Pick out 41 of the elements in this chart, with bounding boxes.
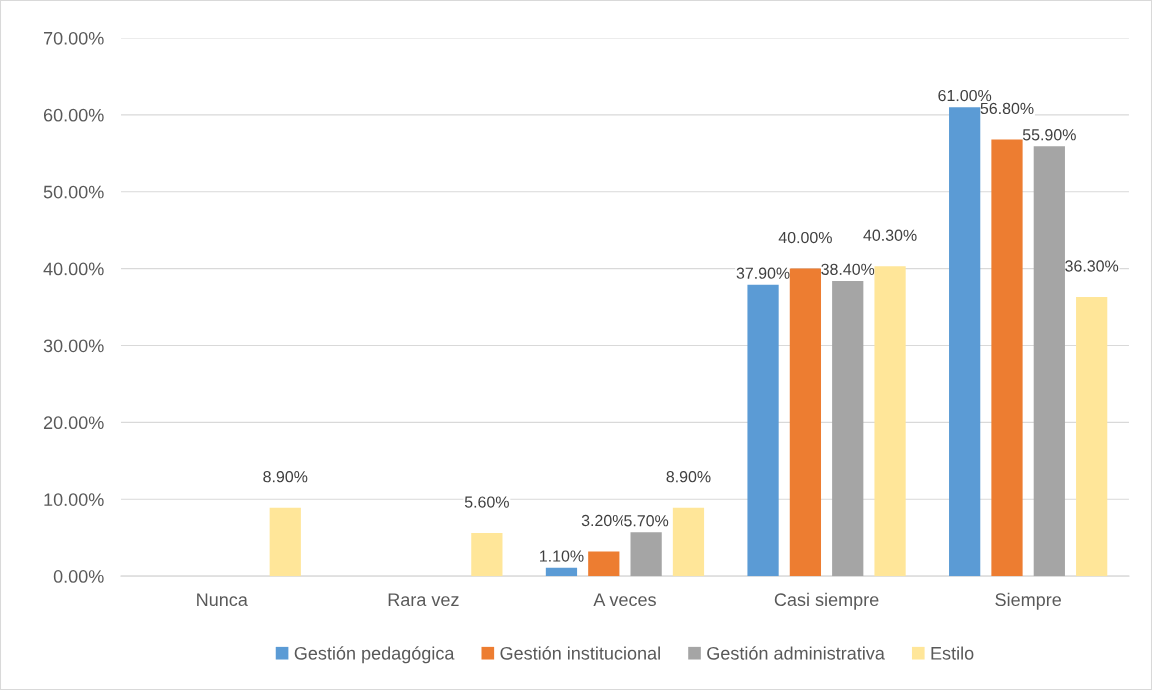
x-tick-label: A veces (593, 593, 656, 607)
bar (269, 507, 301, 577)
data-label: 61.00% (938, 89, 992, 102)
bar (789, 268, 822, 577)
data-label: 5.70% (624, 515, 669, 527)
legend-label: Estilo (931, 646, 974, 660)
bar (747, 284, 779, 577)
legend-label: Gestión institucional (500, 646, 660, 660)
y-tick-label: 40.00% (43, 262, 104, 276)
y-tick-label: 20.00% (43, 416, 104, 430)
bar (832, 280, 864, 577)
y-tick-label: 60.00% (43, 108, 104, 122)
data-label: 36.30% (1065, 260, 1119, 272)
bar (991, 139, 1023, 577)
bar (588, 551, 620, 577)
data-label: 8.90% (263, 471, 308, 483)
data-label: 38.40% (821, 263, 875, 275)
legend-label: Gestión pedagógica (294, 646, 455, 664)
data-label: 8.90% (666, 471, 711, 483)
data-label: 56.80% (980, 102, 1034, 115)
bar (1076, 297, 1108, 577)
data-label: 1.10% (540, 550, 584, 562)
y-tick-label: 50.00% (43, 185, 104, 199)
data-label: 55.90% (1022, 129, 1076, 141)
data-label: 40.30% (863, 229, 917, 241)
data-label: 5.60% (464, 496, 509, 508)
y-tick-label: 0.00% (53, 570, 104, 583)
x-tick-label: Rara vez (388, 593, 459, 607)
y-tick-label: 30.00% (43, 339, 104, 353)
y-tick-label: 10.00% (44, 493, 104, 506)
bar (672, 507, 705, 577)
bar (630, 532, 662, 577)
bar (874, 266, 906, 577)
x-tick-label: Nunca (197, 593, 248, 607)
bar (471, 533, 503, 577)
x-tick-label: Siempre (995, 592, 1061, 610)
data-label: 40.00% (778, 231, 832, 244)
y-tick-label: 70.00% (43, 31, 104, 45)
x-tick-label: Casi siempre (774, 592, 879, 610)
data-label: 37.90% (736, 267, 790, 279)
legend-label: Gestión administrativa (707, 646, 885, 660)
